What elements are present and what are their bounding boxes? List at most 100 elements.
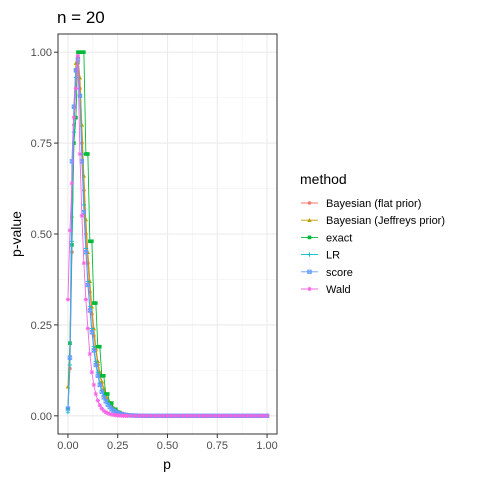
y-tick-label: 0.00 bbox=[31, 411, 52, 423]
data-point bbox=[94, 301, 98, 305]
data-point bbox=[145, 413, 150, 419]
x-tick-label: 0.50 bbox=[157, 440, 178, 452]
data-point bbox=[256, 413, 262, 419]
data-point bbox=[173, 413, 178, 419]
data-point bbox=[125, 413, 130, 418]
data-point bbox=[65, 406, 71, 411]
data-point bbox=[225, 413, 230, 419]
legend-item: Bayesian (Jeffreys prior) bbox=[301, 215, 445, 227]
data-point bbox=[78, 50, 82, 54]
data-point bbox=[103, 392, 108, 396]
data-point bbox=[93, 362, 99, 368]
data-point bbox=[83, 249, 89, 255]
data-point bbox=[83, 297, 89, 302]
data-point bbox=[73, 86, 79, 91]
data-point bbox=[76, 50, 80, 54]
x-tick-label: 0.00 bbox=[57, 440, 78, 452]
data-point bbox=[90, 239, 94, 244]
data-point bbox=[177, 413, 182, 419]
y-axis: 0.00 0.25 0.50 0.75 1.00 bbox=[31, 47, 58, 423]
data-point bbox=[99, 389, 104, 395]
data-point bbox=[85, 326, 91, 331]
data-point bbox=[79, 213, 85, 219]
legend-item: Wald bbox=[301, 284, 351, 296]
x-axis-title: p bbox=[163, 456, 171, 472]
data-point bbox=[92, 301, 96, 305]
data-point bbox=[91, 382, 97, 388]
data-point bbox=[129, 413, 134, 419]
data-point bbox=[99, 379, 104, 384]
x-axis: 0.00 0.25 0.50 0.75 1.00 bbox=[57, 434, 278, 452]
series-wald bbox=[65, 53, 270, 419]
data-point bbox=[91, 348, 97, 353]
data-point bbox=[101, 408, 106, 413]
data-point bbox=[157, 413, 162, 419]
y-tick-label: 0.25 bbox=[31, 320, 52, 332]
data-point bbox=[197, 413, 202, 419]
legend-key-marker bbox=[307, 286, 312, 292]
y-tick-label: 1.00 bbox=[31, 47, 52, 59]
legend-label: score bbox=[326, 267, 353, 279]
data-point bbox=[201, 413, 206, 419]
data-point bbox=[221, 413, 226, 419]
data-point bbox=[82, 50, 86, 54]
data-point bbox=[244, 413, 250, 419]
data-point bbox=[85, 282, 91, 288]
data-point bbox=[67, 228, 73, 233]
data-point bbox=[105, 411, 110, 416]
legend-item: score bbox=[301, 267, 353, 279]
data-point bbox=[141, 413, 146, 419]
data-point bbox=[193, 413, 198, 419]
data-point bbox=[105, 392, 110, 396]
data-point bbox=[252, 413, 258, 419]
legend-label: exact bbox=[326, 232, 352, 244]
data-point bbox=[217, 413, 222, 419]
data-point bbox=[248, 413, 254, 419]
data-point bbox=[88, 239, 92, 244]
data-point bbox=[229, 413, 234, 419]
data-point bbox=[89, 369, 95, 375]
data-point bbox=[100, 374, 104, 378]
data-point bbox=[80, 50, 84, 54]
data-point bbox=[181, 413, 186, 419]
data-point bbox=[209, 413, 214, 419]
legend-label: Bayesian (flat prior) bbox=[326, 198, 421, 210]
data-point bbox=[87, 308, 93, 313]
data-point bbox=[189, 413, 194, 419]
y-tick-label: 0.75 bbox=[31, 138, 52, 150]
data-point bbox=[101, 374, 106, 378]
data-point bbox=[137, 413, 142, 419]
legend-label: Wald bbox=[326, 284, 351, 296]
data-point bbox=[107, 411, 112, 417]
legend-key-marker bbox=[307, 252, 312, 257]
data-point bbox=[236, 413, 242, 419]
data-point bbox=[97, 403, 103, 408]
data-point bbox=[65, 297, 71, 302]
data-point bbox=[185, 413, 190, 419]
data-point bbox=[213, 413, 218, 419]
data-point bbox=[153, 413, 158, 419]
data-point bbox=[69, 239, 75, 244]
data-point bbox=[260, 413, 266, 419]
legend-item: LR bbox=[301, 250, 340, 262]
data-point bbox=[161, 413, 166, 419]
legend-item: exact bbox=[301, 232, 352, 244]
data-point bbox=[99, 406, 104, 411]
data-point bbox=[109, 401, 114, 405]
legend: method Bayesian (flat prior) Bayesian (Je… bbox=[300, 171, 445, 296]
data-point bbox=[67, 355, 73, 360]
data-point bbox=[96, 344, 100, 349]
legend-key-marker bbox=[307, 235, 312, 240]
data-point bbox=[165, 413, 170, 419]
x-tick-label: 0.75 bbox=[207, 440, 228, 452]
legend-label: LR bbox=[326, 250, 340, 262]
data-point bbox=[69, 180, 75, 186]
legend-title: method bbox=[300, 171, 347, 187]
data-point bbox=[71, 115, 77, 120]
data-point bbox=[98, 344, 102, 349]
data-point bbox=[77, 151, 83, 157]
data-point bbox=[87, 351, 93, 357]
data-point bbox=[95, 398, 101, 403]
data-point bbox=[240, 413, 246, 419]
